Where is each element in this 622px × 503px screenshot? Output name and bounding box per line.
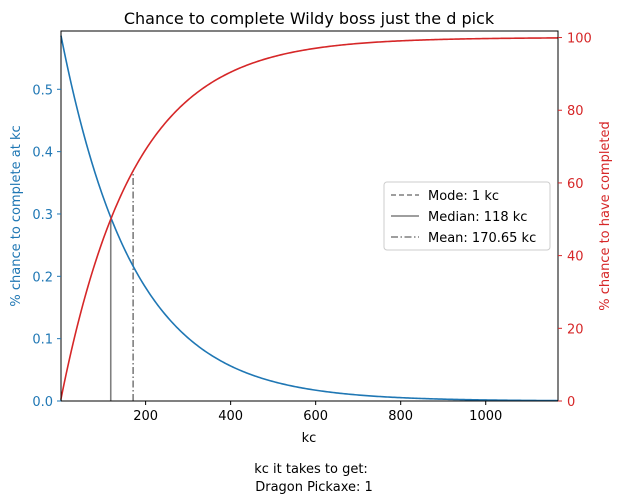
y-right-tick-label: 20 — [567, 322, 584, 337]
x-tick-label: 600 — [303, 409, 328, 424]
x-tick-label: 400 — [218, 409, 243, 424]
y-right-tick-label: 100 — [567, 32, 592, 47]
y-left-tick-label: 0.0 — [32, 395, 53, 410]
y-right-tick-label: 80 — [567, 104, 584, 119]
y-left-tick-label: 0.5 — [32, 83, 53, 98]
y-right-tick-label: 60 — [567, 177, 584, 192]
y-right-tick-label: 40 — [567, 250, 584, 265]
chart-title: Chance to complete Wildy boss just the d… — [124, 9, 495, 28]
y-left-axis-label: % chance to complete at kc — [9, 125, 24, 306]
plot-frame — [60, 30, 559, 402]
legend: Mode: 1 kc Median: 118 kc Mean: 170.65 k… — [383, 181, 551, 251]
y-left-tick-label: 0.3 — [32, 208, 53, 223]
y-right-tick-label: 0 — [567, 395, 575, 410]
x-tick-label: 800 — [388, 409, 413, 424]
legend-mode-label: Mode: 1 kc — [428, 189, 499, 204]
legend-mean-label: Mean: 170.65 kc — [428, 231, 536, 246]
y-left-tick-label: 0.1 — [32, 333, 53, 348]
y-right-axis-label: % chance to have completed — [598, 121, 613, 311]
footnote-line-1: kc it takes to get: — [254, 462, 368, 477]
y-left-tick-label: 0.4 — [32, 146, 53, 161]
x-axis-label: kc — [302, 431, 317, 446]
footnote-line-2: Dragon Pickaxe: 1 — [255, 480, 373, 495]
y-left-tick-label: 0.2 — [32, 270, 53, 285]
x-tick-label: 200 — [133, 409, 158, 424]
x-tick-label: 1000 — [469, 409, 502, 424]
legend-median-label: Median: 118 kc — [428, 210, 527, 225]
legend-box — [383, 181, 551, 251]
series-cdf-line — [60, 37, 558, 400]
series-pmf-line — [60, 35, 558, 402]
